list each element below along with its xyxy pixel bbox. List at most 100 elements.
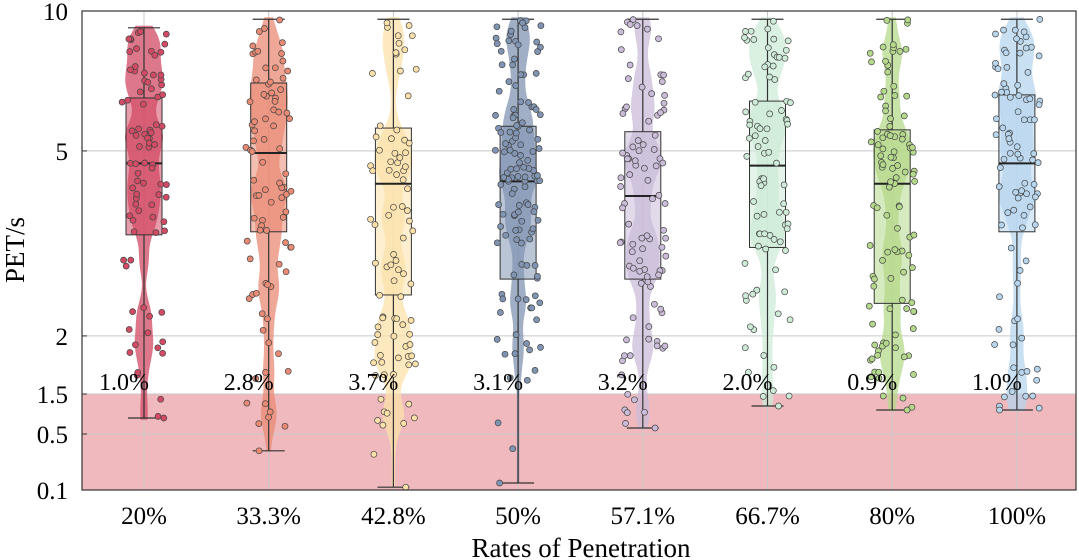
data-point [404, 185, 411, 193]
data-point [648, 90, 656, 97]
data-point [761, 63, 769, 71]
data-point [641, 408, 648, 416]
data-point [271, 98, 279, 105]
y-tick-label: 2 [56, 324, 69, 351]
data-point [1018, 187, 1026, 195]
data-point [127, 66, 134, 74]
data-point [1015, 92, 1023, 99]
data-point [746, 121, 754, 129]
data-point [658, 78, 666, 85]
data-point [638, 83, 646, 91]
data-point [497, 129, 505, 136]
data-point [655, 192, 663, 199]
data-point [159, 91, 167, 99]
scatter-points [118, 16, 1044, 491]
data-point [502, 140, 509, 147]
data-point [279, 214, 287, 221]
data-point [889, 41, 897, 49]
data-point [659, 159, 667, 167]
data-point [905, 251, 913, 259]
data-point [406, 341, 414, 348]
data-point [760, 352, 768, 359]
data-point [495, 87, 503, 95]
data-point [661, 200, 669, 207]
data-point [639, 141, 647, 148]
data-point [279, 74, 287, 82]
data-point [505, 37, 513, 45]
data-point [781, 288, 789, 296]
data-point [500, 174, 508, 181]
data-point [405, 139, 413, 147]
data-point [1020, 28, 1028, 36]
data-point [144, 329, 152, 337]
data-point [775, 53, 783, 61]
data-point [275, 260, 283, 268]
data-point [1004, 209, 1012, 216]
data-point [137, 28, 144, 35]
data-point [412, 65, 420, 73]
data-point [497, 47, 505, 55]
data-point [510, 106, 518, 113]
data-point [405, 400, 413, 408]
data-point [287, 187, 295, 195]
data-point [1029, 156, 1036, 164]
data-point [764, 25, 772, 33]
box-1 [125, 97, 163, 236]
data-point [523, 376, 531, 384]
data-point [374, 331, 382, 338]
data-point [251, 127, 258, 135]
box-6 [749, 100, 786, 248]
data-point [264, 315, 271, 323]
data-point [393, 315, 401, 323]
data-point [780, 181, 788, 189]
data-point [871, 275, 878, 283]
data-point [780, 200, 788, 208]
data-point [387, 158, 395, 166]
data-point [252, 289, 260, 297]
data-point [909, 325, 917, 332]
data-point [523, 340, 530, 347]
data-point [869, 320, 876, 328]
data-point [626, 61, 634, 69]
data-point [742, 108, 750, 116]
data-point [898, 296, 906, 304]
data-point [765, 148, 773, 156]
data-point [1019, 224, 1026, 232]
y-tick-label: 5 [56, 139, 69, 166]
data-point [660, 99, 668, 107]
data-point [1030, 181, 1038, 188]
data-point [526, 126, 533, 134]
data-point [782, 46, 790, 54]
data-point [533, 316, 540, 324]
data-point [891, 92, 899, 99]
data-point [1006, 149, 1014, 157]
data-point [369, 70, 376, 77]
data-point [497, 181, 505, 188]
data-point [1022, 44, 1030, 52]
data-point [1026, 95, 1034, 103]
data-point [662, 252, 670, 260]
data-point [530, 208, 538, 216]
data-point [251, 118, 258, 125]
data-point [1036, 16, 1044, 23]
data-point [770, 236, 778, 243]
data-point [514, 41, 522, 49]
data-point [402, 163, 409, 171]
data-point [887, 153, 895, 161]
data-point [506, 146, 514, 154]
y-tick-label: 10 [43, 0, 68, 26]
percentage-labels: 1.0% 2.8% 3.7% 3.1% 3.2% 2.0% 0.9% 1.0% [99, 370, 1022, 396]
data-point [991, 91, 999, 99]
data-point [372, 259, 379, 267]
data-point [623, 336, 630, 344]
data-point [252, 76, 260, 84]
data-point [536, 299, 544, 307]
data-point [282, 208, 290, 216]
data-point [877, 152, 885, 160]
data-point [629, 143, 637, 151]
data-point [886, 123, 894, 130]
data-point [785, 392, 793, 400]
data-point [1010, 206, 1018, 214]
below-threshold-percentage: 2.8% [224, 370, 274, 396]
data-point [624, 390, 632, 398]
